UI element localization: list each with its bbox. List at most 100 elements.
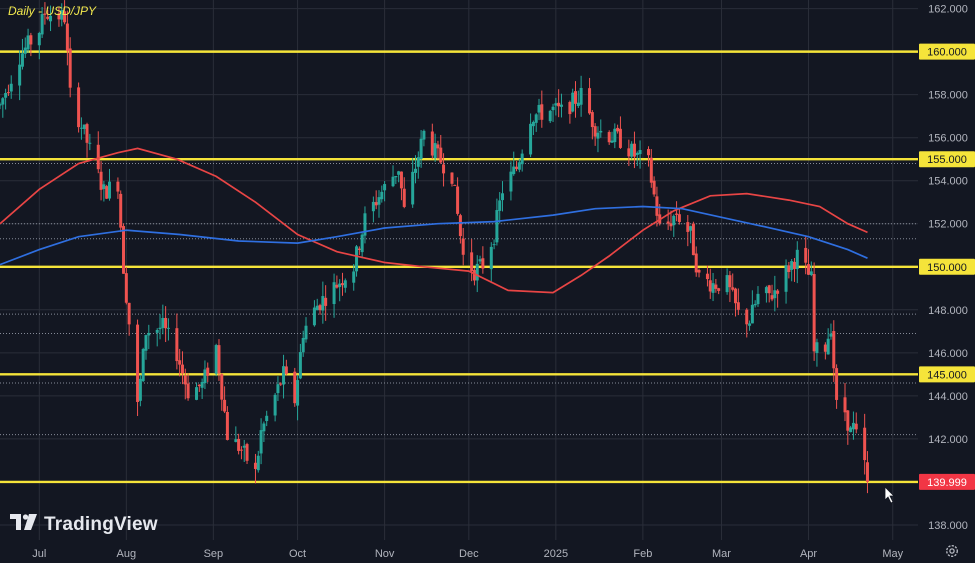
candlesticks [0, 0, 869, 494]
time-tick-label: 2025 [544, 548, 568, 560]
candle-body [809, 271, 813, 275]
horizontal-levels[interactable] [0, 50, 918, 484]
candle-body [515, 166, 519, 169]
candle-body [736, 302, 740, 310]
candle-body [178, 360, 182, 365]
candle-body [301, 337, 305, 353]
candle-body [96, 144, 100, 170]
candle-body [638, 150, 642, 155]
candle-body [436, 144, 440, 149]
candle-body [88, 142, 92, 144]
candle-body [422, 130, 426, 140]
level-price-label: 139.999 [927, 477, 967, 489]
candle-body [731, 287, 735, 290]
candle-body [646, 149, 650, 156]
candle-body [745, 309, 749, 325]
candle-body [357, 248, 361, 251]
candle-body [753, 303, 757, 306]
candle-body [607, 132, 611, 143]
candle-body [815, 342, 819, 354]
candle-body [122, 226, 126, 274]
candle-body [501, 193, 505, 201]
candle-body [807, 264, 811, 275]
time-tick-label: Oct [289, 548, 306, 560]
candle-body [217, 345, 221, 374]
candle-body [750, 304, 754, 324]
candle-body [82, 124, 86, 129]
candle-body [588, 88, 592, 114]
moving-average-red [0, 147, 868, 294]
candle-body [635, 152, 639, 155]
time-tick-label: Nov [375, 548, 395, 560]
candle-body [835, 368, 839, 400]
gear-icon[interactable] [945, 544, 959, 558]
candle-body [495, 210, 499, 243]
candle-body [649, 157, 653, 183]
candle-body [158, 327, 162, 330]
candle-body [166, 327, 170, 329]
level-price-label: 160.000 [927, 47, 967, 59]
moving-average-blue [0, 205, 868, 266]
candle-body [489, 246, 493, 270]
candle-body [666, 221, 670, 224]
time-tick-label: Jul [32, 548, 46, 560]
time-tick-label: Aug [117, 548, 137, 560]
level-price-tag [919, 258, 975, 275]
candle-body [29, 35, 33, 45]
candle-body [43, 13, 47, 15]
tradingview-brand[interactable]: TradingView [10, 514, 158, 536]
candle-body [475, 263, 479, 281]
candle-body [413, 168, 417, 173]
candle-body [697, 269, 701, 273]
price-tick-label: 158.000 [928, 90, 968, 102]
price-tick-label: 152.000 [928, 219, 968, 231]
candle-body [1, 98, 5, 105]
level-price-label: 150.000 [927, 262, 967, 274]
price-tick-label: 148.000 [928, 305, 968, 317]
candle-body [529, 123, 533, 155]
candle-body [203, 369, 207, 384]
price-axis[interactable]: 138.000140.000142.000144.000146.000148.0… [918, 0, 975, 563]
candle-body [748, 323, 752, 326]
candle-body [141, 349, 145, 382]
candle-body [520, 153, 524, 165]
candle-body [223, 399, 227, 412]
time-tick-label: Dec [459, 548, 479, 560]
candle-body [439, 147, 443, 163]
candle-body [225, 412, 229, 440]
candle-body [854, 423, 858, 430]
candle-body [734, 288, 738, 304]
candle-body [610, 140, 614, 143]
candle-body [40, 14, 44, 35]
candle-body [377, 197, 381, 205]
candle-body [20, 53, 24, 67]
tradingview-wordmark: TradingView [44, 514, 158, 535]
candle-body [68, 48, 72, 88]
candle-body [579, 87, 583, 105]
candle-body [773, 290, 777, 299]
candle-body [705, 273, 709, 280]
time-axis[interactable]: Jul Aug Sep Oct Nov Dec 2025 Feb Mar Apr May [0, 540, 918, 563]
candle-body [116, 181, 120, 192]
candle-body [383, 184, 387, 191]
candle-body [324, 297, 328, 306]
candle-body [627, 148, 631, 157]
candle-body [23, 47, 27, 54]
candle-body [0, 104, 2, 106]
candle-body [509, 171, 513, 192]
candle-body [851, 422, 855, 430]
candle-body [206, 367, 210, 376]
candle-body [795, 249, 799, 270]
candle-body [652, 180, 656, 195]
candle-body [397, 171, 401, 175]
candle-body [200, 382, 204, 388]
time-axis-background [0, 540, 918, 563]
candle-body [534, 114, 538, 123]
candle-body [352, 271, 356, 283]
candle-body [442, 164, 446, 174]
candle-body [675, 213, 679, 215]
candle-body [430, 131, 434, 156]
price-tick-label: 138.000 [928, 520, 968, 532]
candle-body [792, 261, 796, 269]
